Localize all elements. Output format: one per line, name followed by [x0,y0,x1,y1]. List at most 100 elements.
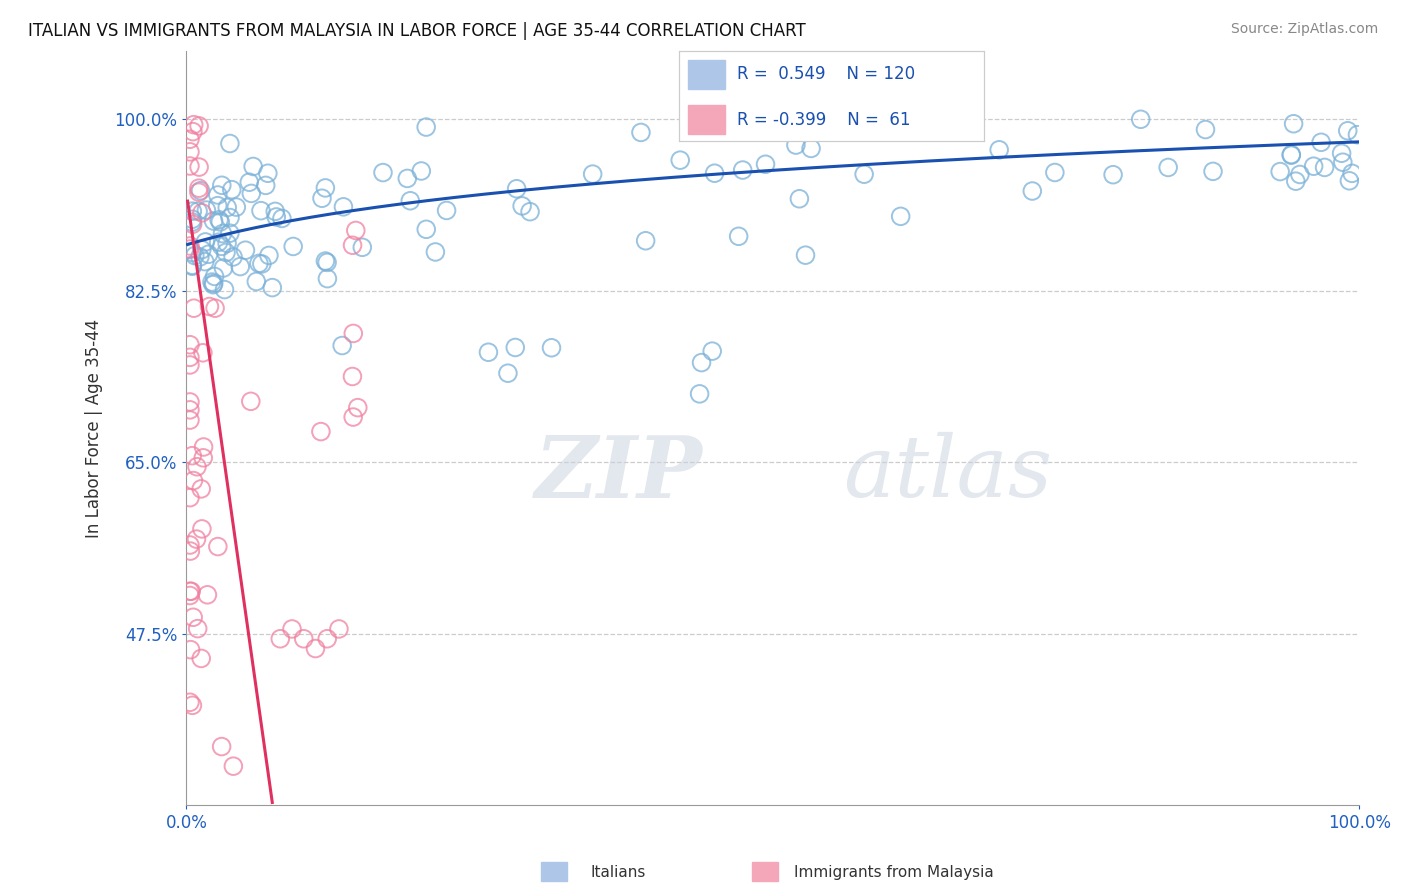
Point [257,248,280,262]
Point [187,204,209,219]
Point [794,248,817,262]
Point [314,254,336,268]
Point [221,183,243,197]
Point [179,351,201,365]
Point [352,240,374,254]
Point [1043,165,1066,179]
Point [346,401,368,415]
Point [211,739,233,754]
Point [179,413,201,427]
Point [1302,159,1324,173]
Point [1337,124,1360,138]
Point [229,260,252,274]
Point [181,217,204,231]
Point [425,244,447,259]
Text: Italians: Italians [591,865,645,880]
Point [1129,112,1152,127]
Point [247,256,270,270]
Point [181,204,204,219]
Point [179,239,201,253]
Point [316,255,339,269]
Point [217,201,239,215]
Point [477,345,499,359]
Point [191,206,214,220]
Point [179,491,201,505]
Point [190,184,212,198]
Point [187,181,209,195]
Point [1102,168,1125,182]
Point [181,260,204,274]
Point [371,165,394,179]
Point [179,132,201,146]
Point [197,588,219,602]
Point [186,459,208,474]
Point [754,157,776,171]
Text: atlas: atlas [844,432,1053,515]
Point [202,277,225,291]
Text: Immigrants from Malaysia: Immigrants from Malaysia [794,865,994,880]
Point [1289,168,1312,182]
Point [187,622,209,636]
Point [188,119,211,133]
Point [184,249,207,263]
Point [344,223,367,237]
Point [225,200,247,214]
Point [181,125,204,139]
Point [703,166,725,180]
Point [219,136,242,151]
Point [264,210,287,224]
Point [1313,161,1336,175]
Point [1339,174,1361,188]
Point [211,178,233,193]
Point [188,250,211,264]
Point [264,204,287,219]
Point [254,178,277,193]
Point [316,271,339,285]
Point [179,159,201,173]
Point [330,338,353,352]
Point [208,212,231,227]
Point [179,395,201,409]
Point [309,425,332,439]
Point [180,584,202,599]
Point [191,243,214,257]
Point [415,120,437,134]
Point [188,160,211,174]
Point [181,245,204,260]
Point [496,366,519,380]
Point [190,651,212,665]
Point [183,474,205,488]
Point [283,239,305,253]
Point [198,300,221,314]
Point [1341,166,1364,180]
Point [342,369,364,384]
Point [800,141,823,155]
Point [304,641,326,656]
Point [181,698,204,713]
Point [235,243,257,257]
Point [1279,147,1302,161]
Point [1346,128,1368,142]
Point [271,211,294,226]
Point [702,344,724,359]
Point [222,250,245,264]
Point [342,410,364,425]
Point [415,222,437,236]
Point [217,236,239,251]
Point [240,186,263,201]
Point [328,622,350,636]
Point [582,167,605,181]
Point [197,247,219,261]
Point [1021,184,1043,198]
Point [187,185,209,199]
Point [193,450,215,465]
Point [1202,164,1225,178]
Point [1330,146,1353,161]
Point [211,239,233,253]
Point [342,238,364,252]
Point [1331,155,1354,169]
Point [785,138,807,153]
Point [503,341,526,355]
Point [342,326,364,341]
Point [201,275,224,289]
